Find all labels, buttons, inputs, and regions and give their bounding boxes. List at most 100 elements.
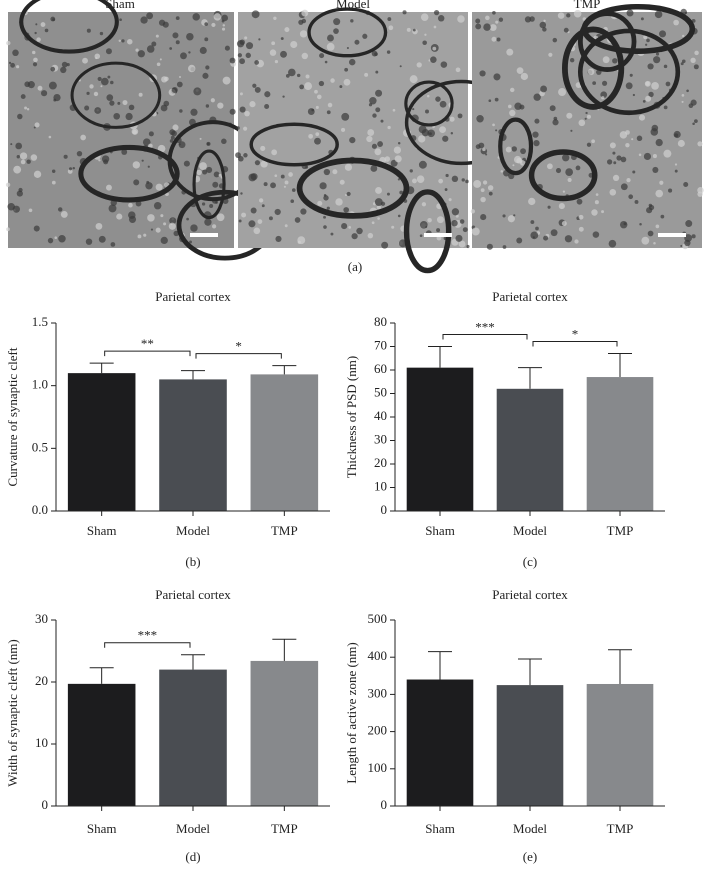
y-tick-label: 10 [374, 478, 387, 493]
y-tick-label: 1.0 [32, 377, 48, 392]
texture [254, 86, 261, 93]
texture [367, 232, 374, 239]
texture [140, 16, 148, 24]
texture [638, 114, 646, 121]
texture [514, 102, 522, 110]
texture [13, 165, 22, 174]
texture [655, 52, 660, 56]
texture [274, 208, 281, 216]
texture [651, 82, 659, 90]
texture [543, 19, 546, 23]
texture [34, 122, 40, 128]
bar [67, 373, 136, 511]
texture [455, 67, 461, 73]
texture [240, 192, 243, 195]
texture [424, 33, 427, 36]
texture [673, 19, 679, 26]
significance-bracket [442, 334, 528, 340]
x-tick-label: Model [513, 523, 547, 538]
texture [202, 169, 208, 175]
texture [397, 214, 401, 218]
texture [399, 65, 402, 68]
texture [323, 225, 327, 229]
texture [270, 182, 276, 189]
texture [317, 200, 323, 206]
texture [176, 81, 183, 88]
texture [492, 10, 496, 15]
texture [192, 13, 200, 21]
texture [229, 108, 236, 115]
texture [449, 116, 455, 122]
texture [608, 239, 617, 248]
texture [375, 187, 382, 194]
texture [301, 52, 309, 60]
texture [612, 151, 616, 155]
texture [619, 220, 628, 229]
texture [36, 37, 41, 42]
texture [271, 149, 278, 156]
texture [33, 170, 42, 179]
texture [95, 57, 98, 60]
texture [85, 238, 93, 245]
texture [199, 162, 207, 170]
y-tick-label: 40 [374, 408, 387, 423]
texture [500, 170, 504, 173]
texture [175, 16, 180, 21]
texture [146, 12, 154, 20]
texture [308, 133, 314, 139]
texture [143, 233, 147, 237]
texture [480, 188, 485, 193]
texture [183, 160, 190, 167]
texture [426, 94, 430, 98]
texture [17, 113, 23, 120]
membrane [404, 80, 454, 127]
texture [19, 152, 28, 160]
texture [138, 92, 143, 97]
texture [323, 193, 327, 197]
texture [268, 216, 273, 221]
texture [221, 14, 228, 22]
texture [206, 142, 210, 146]
membrane [307, 7, 388, 58]
texture [10, 62, 15, 68]
texture [260, 160, 268, 168]
texture [348, 225, 352, 229]
texture [335, 198, 343, 206]
texture [341, 112, 350, 121]
texture [280, 174, 285, 179]
texture [101, 77, 109, 86]
texture [236, 40, 245, 48]
texture [288, 172, 293, 177]
texture [491, 36, 497, 42]
texture [132, 161, 141, 169]
texture [300, 208, 307, 215]
texture [686, 89, 689, 93]
membrane [19, 0, 119, 54]
texture [436, 216, 444, 224]
texture [163, 222, 167, 226]
texture [647, 230, 654, 237]
texture [502, 245, 507, 249]
texture [663, 64, 668, 69]
texture [645, 43, 648, 46]
x-tick-label: Sham [87, 821, 117, 836]
texture [141, 159, 144, 162]
texture [175, 40, 180, 45]
y-tick-label: 100 [368, 760, 388, 775]
texture [128, 202, 133, 208]
texture [425, 109, 429, 114]
texture [682, 34, 685, 38]
texture [550, 229, 558, 237]
texture [121, 39, 125, 43]
texture [539, 21, 547, 29]
texture [6, 40, 11, 46]
texture [495, 20, 499, 24]
texture [290, 199, 295, 203]
texture [254, 60, 259, 65]
texture [346, 191, 351, 196]
texture [119, 18, 122, 22]
texture [216, 213, 225, 222]
texture [218, 173, 222, 177]
y-axis-label: Thickness of PSD (nm) [344, 356, 359, 478]
texture [26, 159, 31, 164]
